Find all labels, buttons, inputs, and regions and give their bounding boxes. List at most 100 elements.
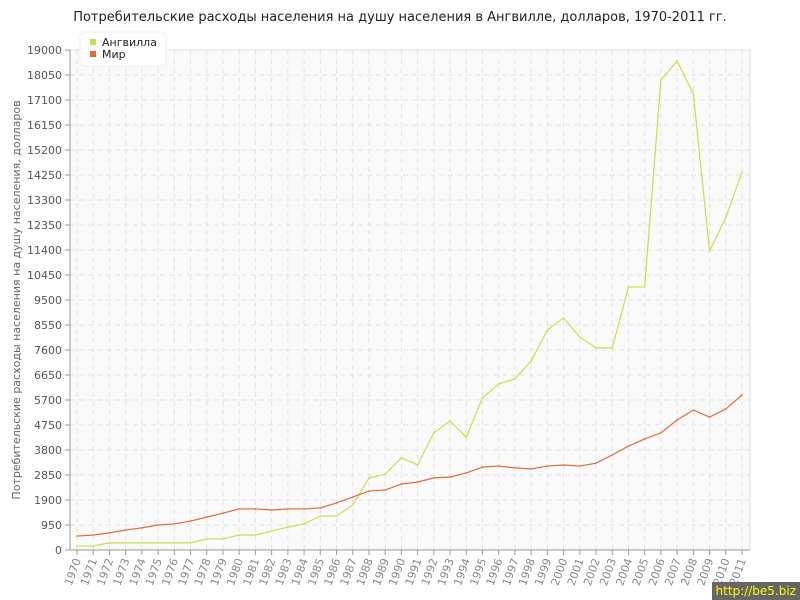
data-point: [238, 508, 240, 510]
data-point: [368, 490, 370, 492]
data-point: [708, 416, 711, 418]
data-point: [368, 477, 370, 479]
data-point: [303, 523, 305, 525]
y-tick-label: 6650: [34, 369, 62, 382]
data-point: [335, 515, 338, 517]
y-tick-label: 7600: [34, 344, 62, 357]
data-point: [157, 542, 159, 544]
data-point: [611, 347, 614, 349]
data-point: [579, 465, 581, 467]
y-tick-label: 950: [41, 519, 62, 532]
data-point: [579, 336, 581, 338]
data-point: [595, 462, 597, 464]
y-tick-label: 10450: [27, 269, 62, 282]
data-point: [660, 79, 662, 81]
y-tick-label: 11400: [27, 244, 62, 257]
data-point: [400, 483, 403, 485]
data-point: [449, 420, 451, 422]
data-point: [465, 436, 468, 438]
legend-label: Мир: [102, 48, 126, 61]
data-point: [627, 445, 630, 447]
data-point: [124, 529, 127, 531]
data-point: [546, 465, 549, 467]
data-point: [416, 481, 419, 483]
data-point: [205, 538, 208, 540]
data-point: [189, 542, 192, 544]
data-point: [741, 171, 743, 173]
y-tick-label: 1900: [34, 494, 62, 507]
data-point: [189, 520, 192, 522]
data-point: [595, 347, 597, 349]
data-point: [173, 542, 176, 544]
data-point: [335, 502, 338, 504]
legend: [79, 31, 167, 67]
data-point: [627, 286, 630, 288]
data-point: [287, 508, 289, 510]
y-tick-label: 18050: [27, 69, 62, 82]
chart-title: Потребительские расходы населения на душ…: [73, 10, 727, 25]
y-tick-label: 3800: [34, 444, 62, 457]
data-point: [76, 535, 78, 537]
data-point: [76, 545, 78, 547]
series-line-1: [76, 394, 743, 537]
data-point: [287, 526, 289, 528]
data-point: [481, 466, 484, 468]
data-point: [481, 397, 484, 399]
data-point: [741, 394, 743, 396]
data-point: [173, 523, 176, 525]
data-point: [692, 409, 695, 411]
data-point: [351, 504, 354, 506]
y-tick-label: 15200: [27, 144, 62, 157]
data-point: [562, 317, 565, 319]
data-point: [611, 454, 614, 456]
y-tick-label: 16150: [27, 119, 62, 132]
y-tick-label: 12350: [27, 219, 62, 232]
data-point: [319, 507, 322, 509]
data-point: [384, 489, 386, 491]
y-tick-label: 0: [55, 544, 62, 557]
legend-swatch: [90, 39, 96, 45]
data-point: [708, 250, 711, 252]
watermark-link[interactable]: http://be5.biz: [711, 582, 800, 600]
data-point: [222, 512, 224, 514]
data-point: [384, 473, 386, 475]
data-point: [92, 534, 95, 536]
y-tick-label: 17100: [27, 94, 62, 107]
data-point: [270, 530, 273, 532]
data-point: [676, 419, 678, 421]
data-point: [416, 464, 419, 466]
data-point: [400, 457, 403, 459]
data-point: [692, 93, 695, 95]
data-point: [514, 467, 516, 469]
data-point: [643, 286, 646, 288]
y-tick-label: 2850: [34, 469, 62, 482]
data-point: [108, 532, 111, 534]
data-point: [222, 538, 224, 540]
data-point: [465, 472, 468, 474]
data-point: [643, 438, 646, 440]
data-point: [141, 527, 143, 529]
data-point: [254, 508, 257, 510]
y-tick-label: 4750: [34, 419, 62, 432]
data-point: [124, 542, 127, 544]
legend-swatch: [90, 51, 96, 57]
data-point: [303, 508, 305, 510]
data-point: [319, 515, 322, 517]
data-point: [562, 464, 565, 466]
data-point: [449, 476, 451, 478]
data-point: [514, 378, 516, 380]
data-point: [270, 509, 273, 511]
data-point: [724, 408, 727, 410]
y-axis-label: Потребительские расходы населения на душ…: [10, 100, 23, 499]
data-point: [497, 465, 500, 467]
data-point: [497, 383, 500, 385]
data-point: [546, 329, 549, 331]
data-point: [433, 477, 435, 479]
data-point: [92, 545, 95, 547]
data-point: [660, 432, 662, 434]
data-point: [254, 534, 257, 536]
y-tick-label: 19000: [27, 44, 62, 57]
data-point: [238, 534, 240, 536]
data-point: [676, 60, 678, 62]
